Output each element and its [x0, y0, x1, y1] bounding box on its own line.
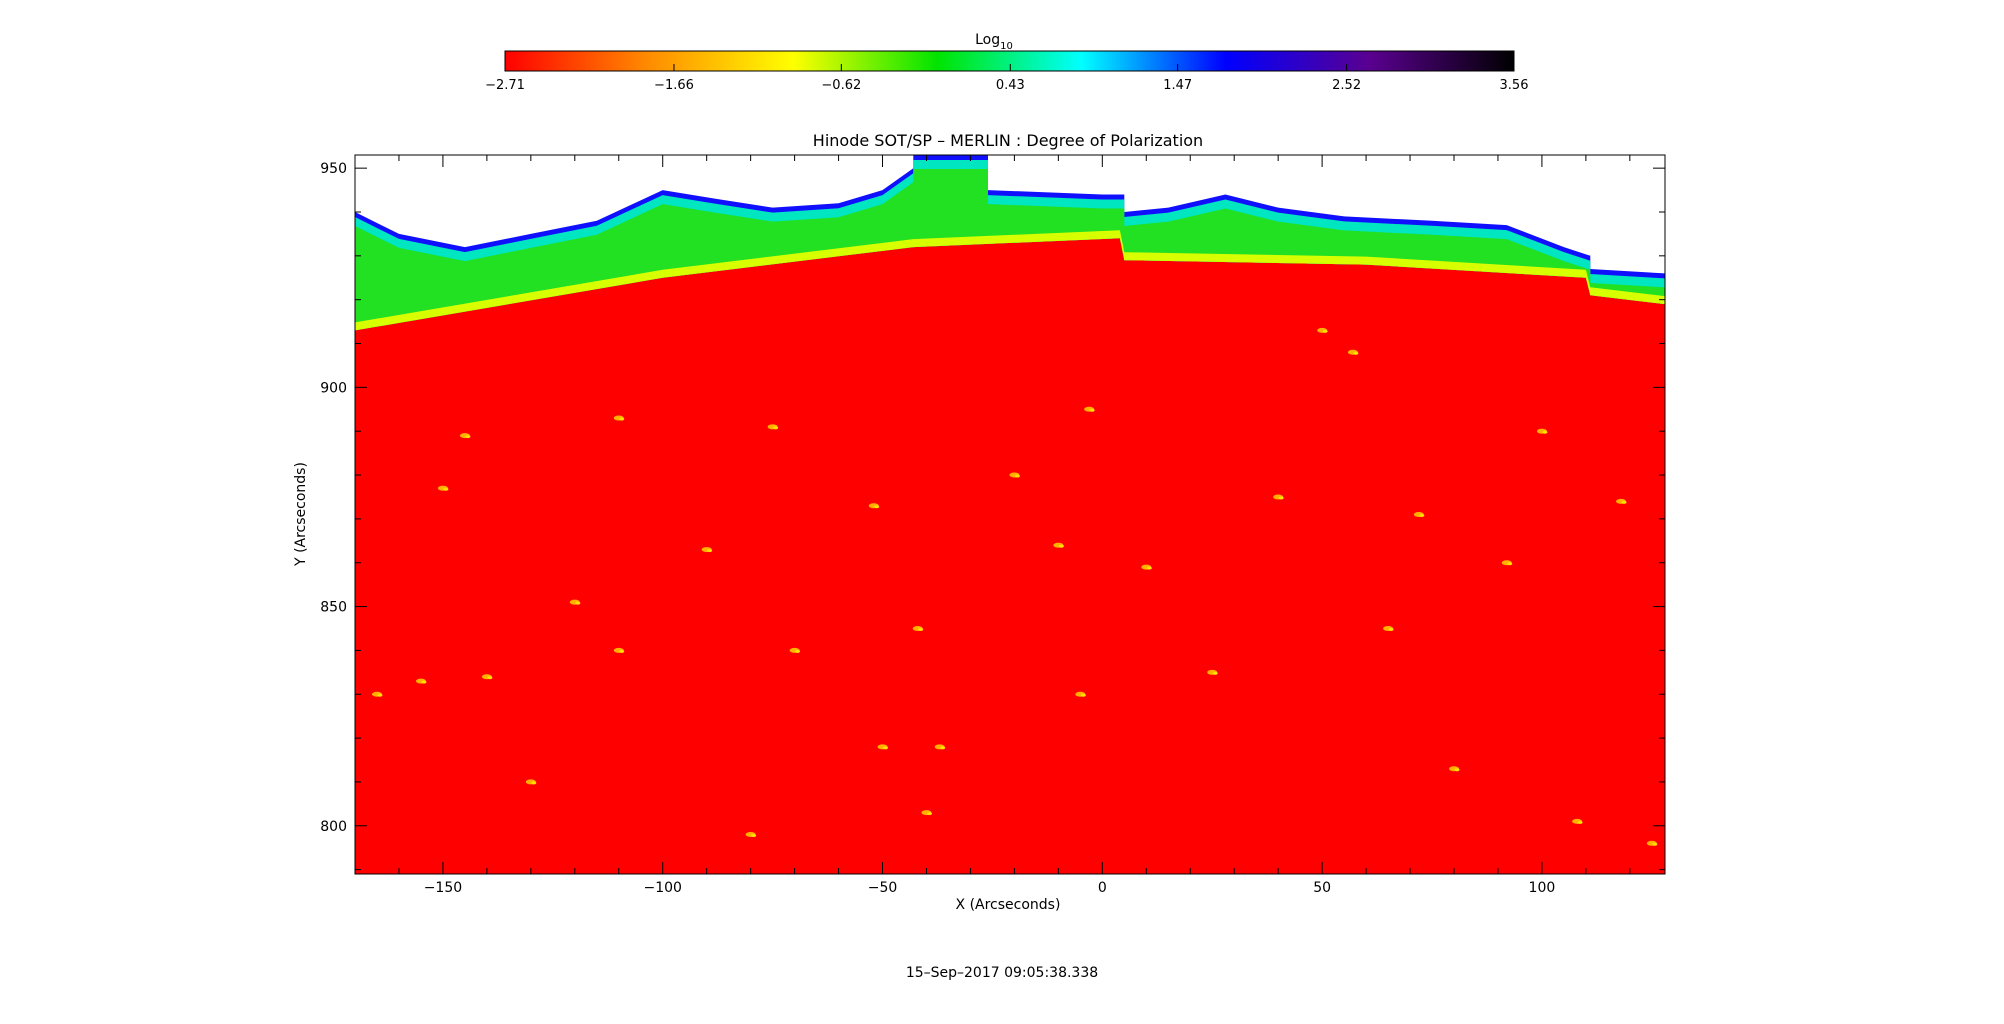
bright-point-core [1419, 514, 1425, 517]
colorbar-tick-label: 3.56 [1500, 78, 1529, 93]
bright-point-core [1278, 496, 1284, 500]
bright-point-core [487, 676, 493, 680]
polarization-cyan-band [355, 160, 1665, 331]
bright-point-core [795, 649, 801, 653]
polarization-green-band [355, 169, 1665, 331]
bright-point-core [421, 680, 427, 684]
bright-point-core [619, 649, 625, 653]
bright-point-core [465, 435, 471, 439]
x-tick-label: 100 [1529, 880, 1556, 896]
colorbar-label: Log10 [975, 32, 1013, 52]
y-axis: 800 850 900 950 [320, 161, 1665, 871]
bright-point-core [1454, 768, 1460, 772]
bright-point-core [619, 417, 625, 421]
bright-point-core [1146, 566, 1152, 570]
colorbar-gradient [504, 50, 1515, 72]
bright-point-core [1058, 544, 1064, 548]
x-tick-label: −100 [643, 880, 681, 896]
colorbar-tick-label: −0.62 [821, 78, 861, 93]
solar-disk-region [355, 238, 1665, 874]
plot-area [355, 155, 1665, 874]
colorbar-ticks: −2.71 −1.66 −0.62 0.43 1.47 2.52 3.56 [485, 64, 1528, 93]
x-tick-label: −50 [868, 880, 898, 896]
x-tick-label: 50 [1313, 880, 1331, 896]
colorbar: Log10 −2.71 −1.66 −0.62 0.43 1.47 2.52 3.56 [485, 32, 1528, 93]
bright-point-core [1212, 671, 1218, 675]
y-tick-label: 850 [320, 600, 347, 616]
bright-point-core [1353, 351, 1359, 355]
bright-point-core [773, 426, 779, 430]
bright-point-core [1621, 500, 1627, 504]
x-axis-label: X (Arcseconds) [956, 897, 1061, 913]
bright-point-core [377, 693, 383, 697]
bright-point-core [707, 549, 713, 553]
x-tick-label: 0 [1098, 880, 1107, 896]
bright-point-core [1577, 820, 1583, 824]
chart-title: Hinode SOT/SP – MERLIN : Degree of Polar… [813, 131, 1203, 150]
y-tick-label: 900 [320, 380, 347, 396]
bright-point-core [1322, 329, 1328, 333]
bright-point-core [883, 746, 889, 750]
colorbar-tick-label: 0.43 [996, 78, 1025, 93]
colorbar-tick-label: −1.66 [654, 78, 694, 93]
bright-point-core [874, 505, 880, 509]
bright-point-core [918, 627, 924, 631]
polarization-yellow-band [355, 230, 1665, 331]
bright-point-core [1388, 627, 1394, 631]
bright-point-core [751, 834, 757, 838]
bright-point-core [443, 487, 449, 491]
bright-point-core [575, 601, 581, 605]
x-axis: −150 −100 −50 0 50 100 [354, 155, 1631, 896]
bright-point-core [1542, 430, 1548, 434]
bright-point-core [1014, 474, 1020, 478]
colorbar-tick-label: 1.47 [1163, 78, 1192, 93]
y-axis-label: Y (Arcseconds) [293, 462, 309, 567]
colorbar-tick-label: −2.71 [485, 78, 525, 93]
plot-frame [354, 154, 1666, 875]
bright-point-core [940, 746, 946, 750]
bright-point-core [1652, 842, 1658, 846]
y-tick-label: 950 [320, 161, 347, 177]
x-tick-label: −150 [424, 880, 462, 896]
bright-points-layer [371, 327, 1658, 846]
bright-point-core [531, 781, 537, 785]
bright-point-core [926, 812, 932, 816]
footer-timestamp: 15–Sep–2017 09:05:38.338 [906, 965, 1098, 981]
colorbar-tick-label: 2.52 [1332, 78, 1361, 93]
bright-point-core [1507, 562, 1513, 566]
bright-point-core [1089, 408, 1095, 412]
bright-point-core [1080, 693, 1086, 697]
y-tick-label: 800 [320, 819, 347, 835]
